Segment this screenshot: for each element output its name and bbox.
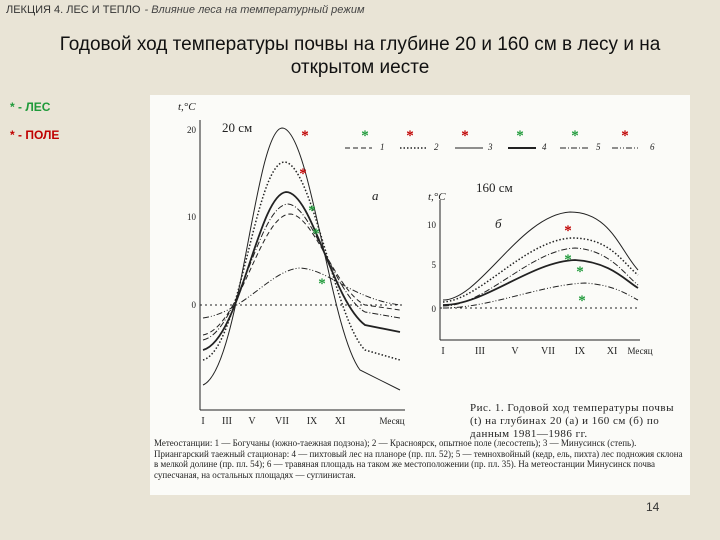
x-tick-label: XI bbox=[335, 416, 346, 427]
marker: * bbox=[564, 223, 572, 239]
x-tick-label: XI bbox=[607, 346, 618, 357]
x-tick-label: III bbox=[222, 416, 232, 427]
y-tick-label: 10 bbox=[187, 212, 197, 222]
x-tick-label: VII bbox=[275, 416, 289, 427]
x-tick-label: I bbox=[201, 416, 204, 427]
depth-label: 20 см bbox=[222, 120, 252, 135]
line-legend-number: 1 bbox=[380, 142, 385, 152]
header: ЛЕКЦИЯ 4. ЛЕС И ТЕПЛО - Влияние леса на т… bbox=[6, 4, 365, 16]
marker: * bbox=[461, 128, 469, 144]
marker: * bbox=[312, 226, 320, 242]
line-legend-number: 5 bbox=[596, 142, 601, 152]
marker: * bbox=[576, 264, 584, 280]
lecture: ЛЕКЦИЯ 4. ЛЕС И ТЕПЛО bbox=[6, 4, 141, 16]
line-legend-number: 2 bbox=[434, 142, 439, 152]
x-tick-label: VII bbox=[541, 346, 555, 357]
line-legend-number: 3 bbox=[487, 142, 493, 152]
marker: * bbox=[621, 128, 629, 144]
depth-label: 160 см bbox=[476, 180, 513, 195]
x-tick-label: V bbox=[511, 346, 519, 357]
slide-title: Годовой ход температуры почвы на глубине… bbox=[59, 34, 661, 78]
panel-letter: а bbox=[372, 188, 379, 203]
legend-item: * - ПОЛЕ bbox=[10, 128, 60, 142]
marker: * bbox=[361, 128, 369, 144]
x-tick-label: IX bbox=[575, 346, 586, 357]
marker: * bbox=[318, 276, 326, 292]
stations-note: Метеостанции: 1 — Богучаны (южно-таежная… bbox=[154, 438, 683, 480]
marker: * bbox=[564, 252, 572, 268]
page-number: 14 bbox=[646, 500, 660, 514]
figure-caption: Рис. 1. Годовой ход температуры почвы (t… bbox=[470, 402, 674, 440]
x-tick-label: V bbox=[248, 416, 256, 427]
axis-label: t,°C bbox=[428, 191, 446, 203]
x-tick-label: I bbox=[441, 346, 444, 357]
y-tick-label: 5 bbox=[432, 260, 437, 270]
legend-item: * - ЛЕС bbox=[10, 100, 51, 114]
x-tick-label: Месяц bbox=[379, 416, 404, 426]
marker: * bbox=[301, 128, 309, 144]
axis-label: t,°C bbox=[178, 101, 196, 113]
x-tick-label: IX bbox=[307, 416, 318, 427]
topic: - Влияние леса на температурный режим bbox=[144, 4, 365, 16]
marker: * bbox=[571, 128, 579, 144]
marker: * bbox=[578, 293, 586, 309]
marker: * bbox=[299, 166, 307, 182]
marker: * bbox=[308, 203, 316, 219]
marker: * bbox=[516, 128, 524, 144]
y-tick-label: 20 bbox=[187, 125, 197, 135]
y-tick-label: 10 bbox=[427, 220, 437, 230]
line-legend-number: 6 bbox=[650, 142, 655, 152]
line-legend-number: 4 bbox=[542, 142, 547, 152]
marker: * bbox=[406, 128, 414, 144]
x-tick-label: III bbox=[475, 346, 485, 357]
x-tick-label: Месяц bbox=[627, 346, 652, 356]
y-tick-label: 0 bbox=[432, 304, 437, 314]
panel-letter: б bbox=[495, 216, 502, 231]
figure-background bbox=[150, 95, 690, 495]
y-tick-label: 0 bbox=[192, 300, 197, 310]
